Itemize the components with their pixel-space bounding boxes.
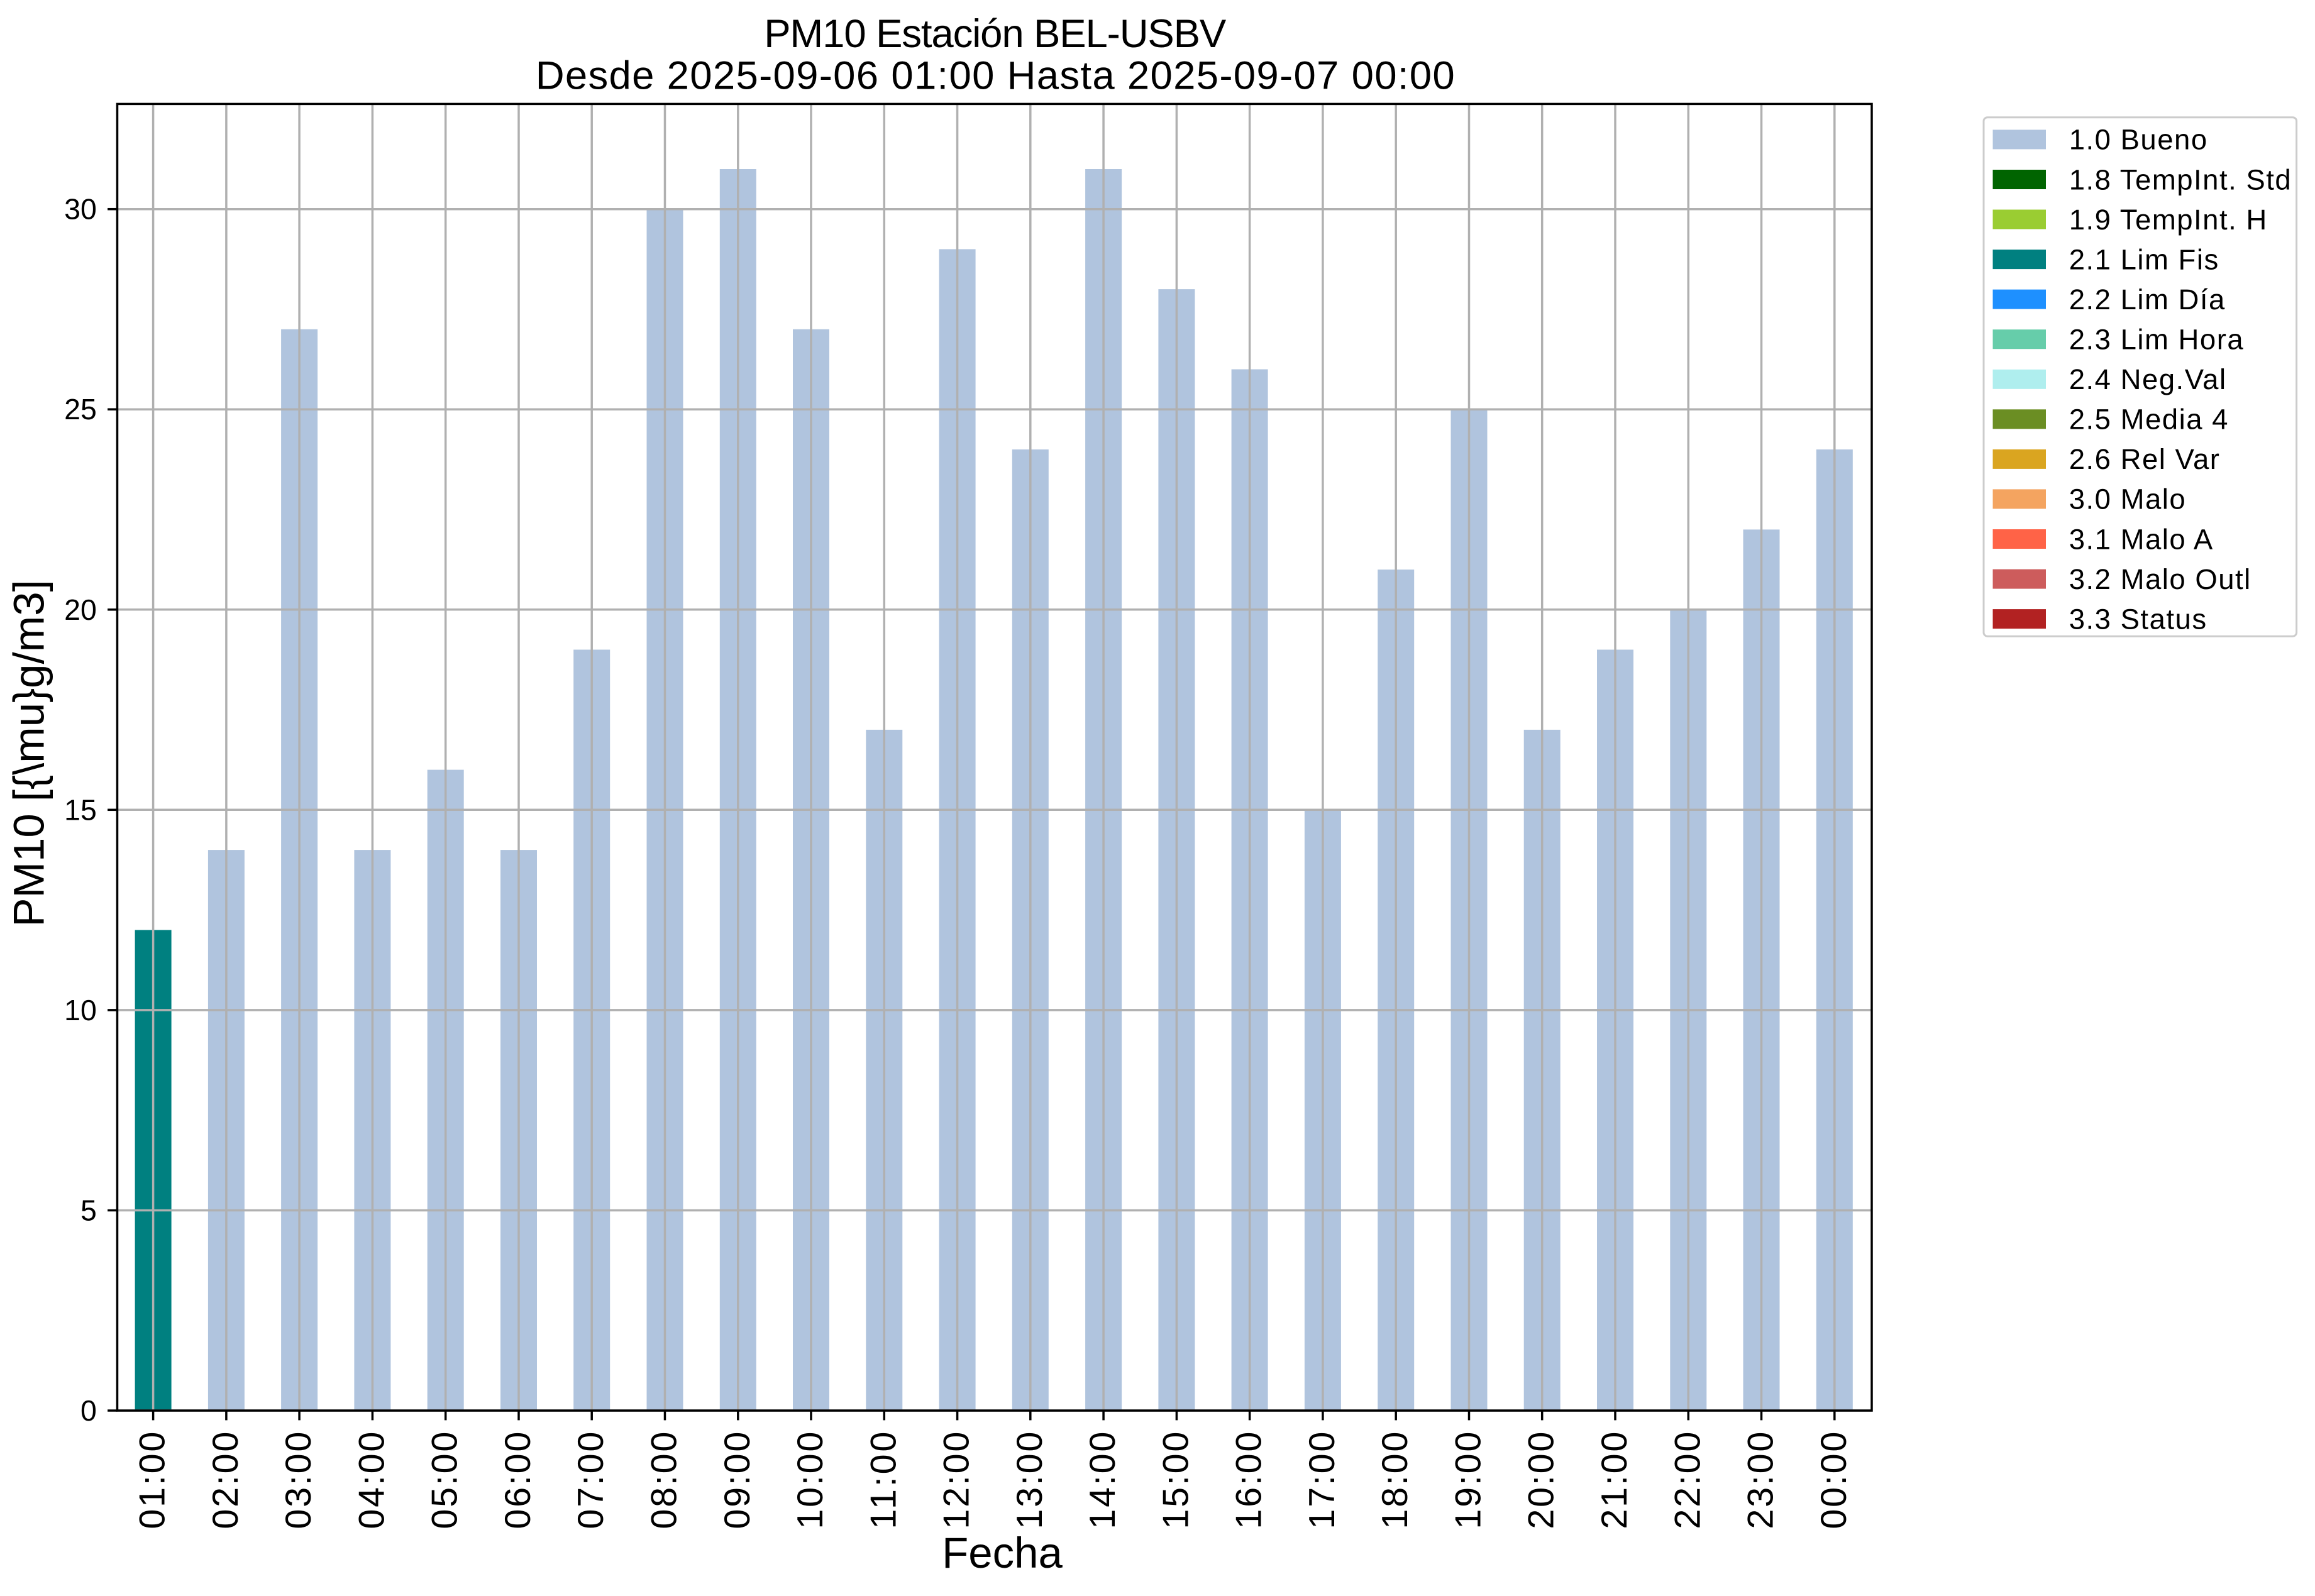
svg-text:1.8 TempInt. Std: 1.8 TempInt. Std	[2069, 163, 2292, 195]
svg-text:04:00: 04:00	[351, 1432, 392, 1529]
svg-text:07:00: 07:00	[571, 1432, 611, 1529]
svg-text:2.4 Neg.Val: 2.4 Neg.Val	[2069, 363, 2227, 395]
svg-text:Desde 2025-09-06 01:00 Hasta 2: Desde 2025-09-06 01:00 Hasta 2025-09-07 …	[536, 53, 1455, 97]
svg-text:16:00: 16:00	[1229, 1432, 1269, 1529]
svg-text:2.3 Lim Hora: 2.3 Lim Hora	[2069, 324, 2244, 356]
svg-text:25: 25	[64, 393, 97, 426]
svg-text:3.1 Malo A: 3.1 Malo A	[2069, 523, 2214, 555]
svg-text:14:00: 14:00	[1083, 1432, 1123, 1529]
svg-text:20: 20	[64, 593, 97, 626]
svg-text:01:00: 01:00	[133, 1432, 173, 1529]
svg-text:19:00: 19:00	[1449, 1432, 1489, 1529]
svg-text:30: 30	[64, 193, 97, 226]
svg-text:13:00: 13:00	[1010, 1432, 1050, 1529]
svg-text:11:00: 11:00	[863, 1432, 903, 1529]
svg-text:06:00: 06:00	[498, 1432, 538, 1529]
svg-text:Fecha: Fecha	[942, 1529, 1063, 1577]
svg-text:2.1 Lim Fis: 2.1 Lim Fis	[2069, 243, 2219, 275]
svg-text:10:00: 10:00	[790, 1432, 831, 1529]
svg-text:05:00: 05:00	[425, 1432, 465, 1529]
svg-text:15: 15	[64, 793, 97, 826]
svg-text:20:00: 20:00	[1522, 1432, 1562, 1529]
svg-text:PM10 Estación BEL-USBV: PM10 Estación BEL-USBV	[764, 12, 1227, 56]
svg-text:18:00: 18:00	[1375, 1432, 1415, 1529]
svg-text:02:00: 02:00	[206, 1432, 246, 1529]
svg-text:08:00: 08:00	[644, 1432, 685, 1529]
svg-text:03:00: 03:00	[279, 1432, 319, 1529]
svg-text:0: 0	[80, 1394, 97, 1427]
svg-text:23:00: 23:00	[1741, 1432, 1781, 1529]
svg-text:3.3 Status: 3.3 Status	[2069, 603, 2207, 635]
svg-text:2.2 Lim Día: 2.2 Lim Día	[2069, 283, 2226, 316]
svg-text:1.0 Bueno: 1.0 Bueno	[2069, 124, 2208, 156]
svg-text:2.5 Media 4: 2.5 Media 4	[2069, 404, 2229, 436]
svg-text:12:00: 12:00	[937, 1432, 977, 1529]
svg-text:10: 10	[64, 994, 97, 1026]
svg-text:5: 5	[80, 1194, 97, 1227]
svg-text:00:00: 00:00	[1814, 1432, 1854, 1529]
svg-text:3.2 Malo Outl: 3.2 Malo Outl	[2069, 563, 2251, 595]
svg-text:PM10 [{\mu}g/m3]: PM10 [{\mu}g/m3]	[4, 580, 53, 927]
svg-text:1.9 TempInt. H: 1.9 TempInt. H	[2069, 204, 2268, 236]
svg-text:15:00: 15:00	[1156, 1432, 1196, 1529]
svg-text:17:00: 17:00	[1302, 1432, 1342, 1529]
svg-text:22:00: 22:00	[1667, 1432, 1708, 1529]
svg-text:2.6 Rel Var: 2.6 Rel Var	[2069, 443, 2221, 475]
svg-text:09:00: 09:00	[717, 1432, 758, 1529]
svg-text:3.0 Malo: 3.0 Malo	[2069, 483, 2187, 515]
svg-text:21:00: 21:00	[1594, 1432, 1635, 1529]
